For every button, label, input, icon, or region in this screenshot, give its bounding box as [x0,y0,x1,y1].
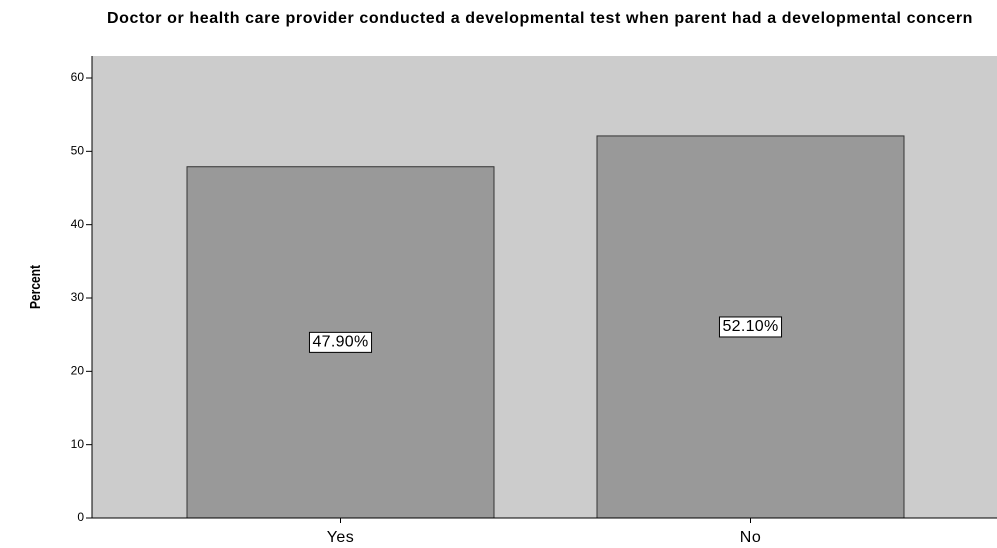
x-tick-label: Yes [327,529,355,546]
value-label-box [308,331,373,353]
y-tick-label: 10 [71,437,85,451]
y-tick-label: 0 [77,510,84,524]
value-label-box [718,316,783,338]
y-tick-label: 40 [71,217,85,231]
value-label: 52.10% [722,318,778,335]
y-axis-label: Percent [27,265,44,309]
y-tick-label: 20 [71,364,85,378]
value-label: 47.90% [312,334,368,351]
y-tick-label: 30 [71,290,85,304]
y-tick-label: 50 [71,144,85,158]
chart-title: Doctor or health care provider conducted… [107,10,973,27]
x-tick-label: No [740,529,761,546]
y-tick-label: 60 [71,70,85,84]
